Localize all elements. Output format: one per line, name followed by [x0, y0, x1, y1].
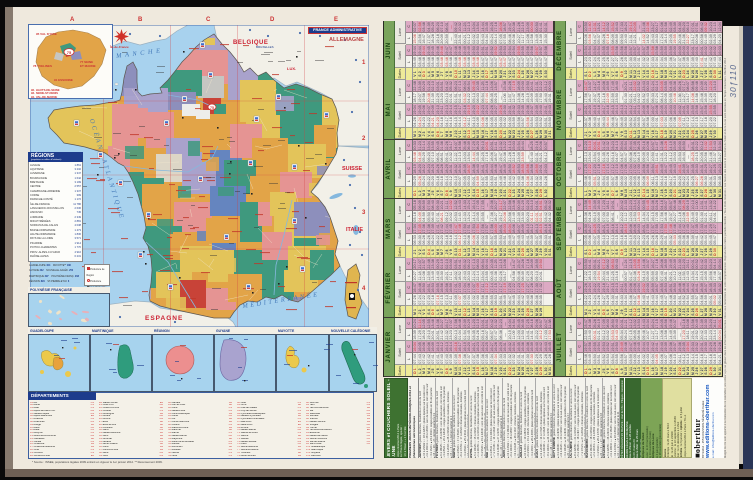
svg-text:4: 4 [362, 286, 366, 292]
svg-text:3: 3 [362, 210, 366, 216]
svg-text:2: 2 [362, 136, 366, 142]
svg-text:75: 75 [67, 50, 72, 55]
svg-text:1: 1 [362, 60, 366, 66]
svg-text:75: 75 [210, 106, 214, 110]
